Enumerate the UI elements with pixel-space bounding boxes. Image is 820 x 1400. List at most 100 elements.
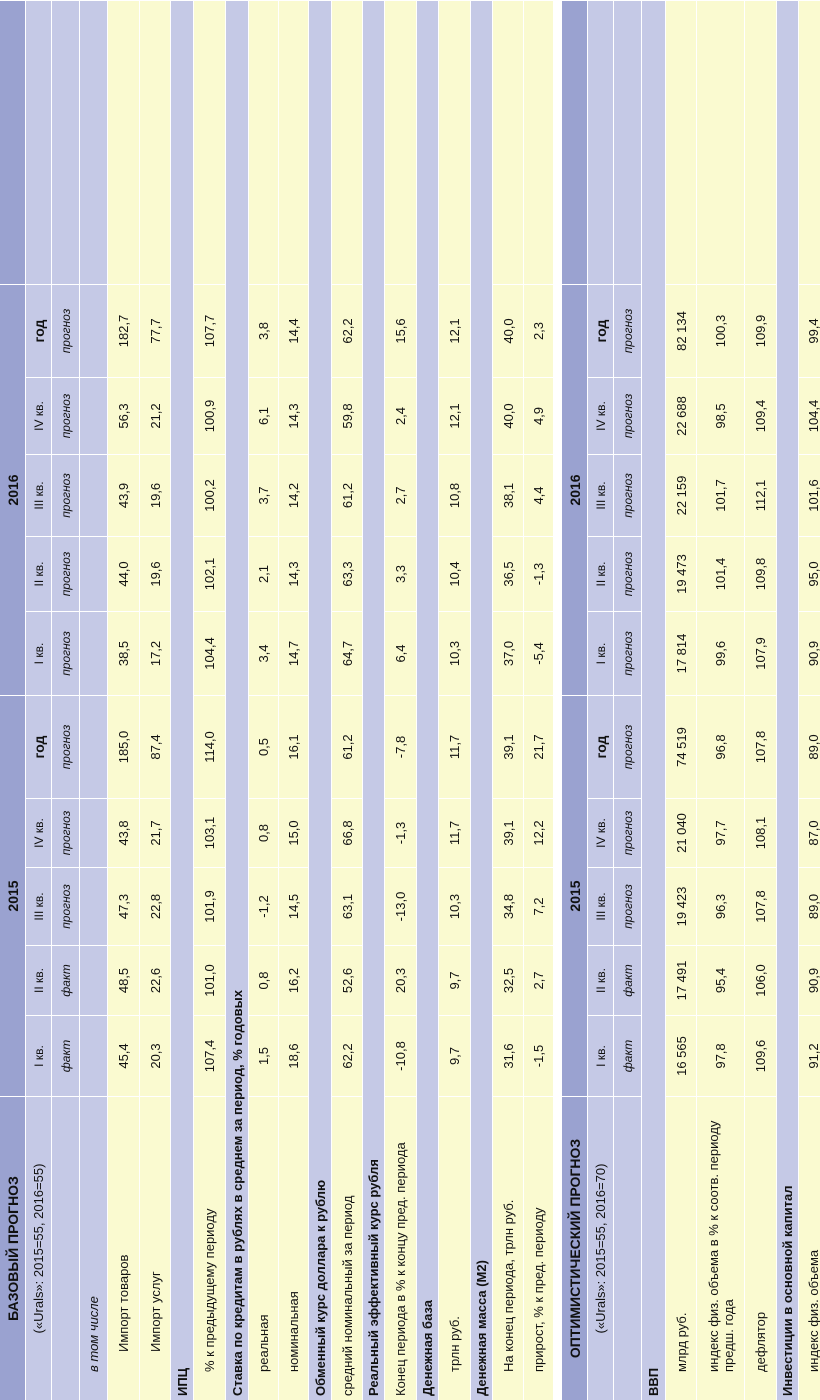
table-subtitle: («Urals»: 2015=55, 2016=70)	[588, 1096, 614, 1400]
header-blank	[26, 0, 52, 284]
row-label: На конец периода, трлн руб.	[493, 1096, 524, 1400]
table-cell: 14,4	[279, 284, 309, 377]
optimistic-forecast-table: ОПТИМИСТИЧЕСКИЙ ПРОГНОЗ 2015 2016 («Ural…	[562, 0, 820, 1400]
quarter-label: III кв.	[26, 454, 52, 536]
table-cell: 2,4	[385, 377, 417, 454]
row-blank	[194, 0, 226, 284]
data-kind-label: прогноз	[614, 284, 642, 377]
table-cell: -1,3	[385, 798, 417, 867]
quarter-label: III кв.	[588, 867, 614, 945]
table-cell: 43,9	[108, 454, 140, 536]
table-cell: 21,7	[524, 695, 554, 798]
table-cell: 66,8	[332, 798, 363, 867]
row-label: Импорт услуг	[140, 1096, 171, 1400]
table-cell: 9,7	[439, 945, 471, 1015]
section-header: ИПЦ	[171, 0, 194, 1400]
quarter-label: год	[26, 284, 52, 377]
table-cell: 4,9	[524, 377, 554, 454]
data-kind-label: прогноз	[52, 454, 80, 536]
table-cell: 107,7	[194, 284, 226, 377]
table-cell: 14,5	[279, 867, 309, 945]
row-blank	[666, 0, 697, 284]
table-cell: 15,0	[279, 798, 309, 867]
table-cell	[80, 454, 108, 536]
table-cell: 16,2	[279, 945, 309, 1015]
table-cell: 1,5	[249, 1015, 279, 1096]
table-cell: 14,3	[279, 377, 309, 454]
table-cell: 37,0	[493, 611, 524, 695]
header-blank	[588, 0, 614, 284]
table-cell: 101,4	[697, 536, 745, 611]
row-blank	[385, 0, 417, 284]
section-header: ВВП	[642, 0, 666, 1400]
table-title: БАЗОВЫЙ ПРОГНОЗ	[0, 1096, 26, 1400]
table-cell: 19 473	[666, 536, 697, 611]
data-kind-label: прогноз	[614, 695, 642, 798]
row-blank	[799, 0, 820, 284]
row-blank	[80, 0, 108, 284]
table-cell: 63,3	[332, 536, 363, 611]
quarter-label: III кв.	[26, 867, 52, 945]
table-cell: 112,1	[745, 454, 777, 536]
row-label: Импорт товаров	[108, 1096, 140, 1400]
row-label: индекс физ. объема в % к соотв. периоду …	[697, 1096, 745, 1400]
data-kind-label: факт	[614, 945, 642, 1015]
table-cell: 62,2	[332, 1015, 363, 1096]
table-cell: 14,7	[279, 611, 309, 695]
year-header-2016: 2016	[0, 284, 26, 695]
table-subtitle: («Urals»: 2015=55, 2016=55)	[26, 1096, 52, 1400]
base-forecast-table: БАЗОВЫЙ ПРОГНОЗ 2015 2016 («Urals»: 2015…	[0, 0, 554, 1400]
data-kind-label: прогноз	[614, 798, 642, 867]
quarter-label: IV кв.	[26, 798, 52, 867]
table-cell: 47,3	[108, 867, 140, 945]
table-cell: 16,1	[279, 695, 309, 798]
row-label: дефлятор	[745, 1096, 777, 1400]
row-blank	[279, 0, 309, 284]
table-cell: 11,7	[439, 798, 471, 867]
table-cell: -1,2	[249, 867, 279, 945]
row-blank	[745, 0, 777, 284]
data-kind-label: прогноз	[52, 867, 80, 945]
table-title: ОПТИМИСТИЧЕСКИЙ ПРОГНОЗ	[562, 1096, 588, 1400]
table-cell: 0,5	[249, 695, 279, 798]
data-kind-label: прогноз	[52, 611, 80, 695]
table-cell	[80, 798, 108, 867]
table-cell: 12,2	[524, 798, 554, 867]
table-cell: 74 519	[666, 695, 697, 798]
table-cell: 90,9	[799, 945, 820, 1015]
table-cell: 3,7	[249, 454, 279, 536]
table-cell: 52,6	[332, 945, 363, 1015]
table-cell: 2,1	[249, 536, 279, 611]
row-label: индекс физ. объема	[799, 1096, 820, 1400]
quarter-label: II кв.	[588, 536, 614, 611]
table-cell	[80, 1015, 108, 1096]
quarter-label: I кв.	[588, 1015, 614, 1096]
data-kind-label: прогноз	[614, 377, 642, 454]
quarter-label: год	[588, 695, 614, 798]
table-cell: 90,9	[799, 611, 820, 695]
table-cell: 97,8	[697, 1015, 745, 1096]
table-cell: 14,3	[279, 536, 309, 611]
table-cell: 19 423	[666, 867, 697, 945]
quarter-label: I кв.	[588, 611, 614, 695]
quarter-label: I кв.	[26, 1015, 52, 1096]
table-cell: 44,0	[108, 536, 140, 611]
table-cell	[80, 867, 108, 945]
table-cell: 2,7	[524, 945, 554, 1015]
row-label: номинальная	[279, 1096, 309, 1400]
data-kind-label: прогноз	[614, 454, 642, 536]
header-blank	[614, 1096, 642, 1400]
table-cell: 3,3	[385, 536, 417, 611]
table-cell: 62,2	[332, 284, 363, 377]
table-cell	[80, 536, 108, 611]
table-cell: -10,8	[385, 1015, 417, 1096]
row-blank	[140, 0, 171, 284]
table-cell: 100,3	[697, 284, 745, 377]
table-cell: 39,1	[493, 695, 524, 798]
table-cell: 21,2	[140, 377, 171, 454]
table-cell: 99,6	[697, 611, 745, 695]
table-cell: 7,2	[524, 867, 554, 945]
row-label: реальная	[249, 1096, 279, 1400]
table-cell: 20,3	[385, 945, 417, 1015]
table-cell	[80, 945, 108, 1015]
